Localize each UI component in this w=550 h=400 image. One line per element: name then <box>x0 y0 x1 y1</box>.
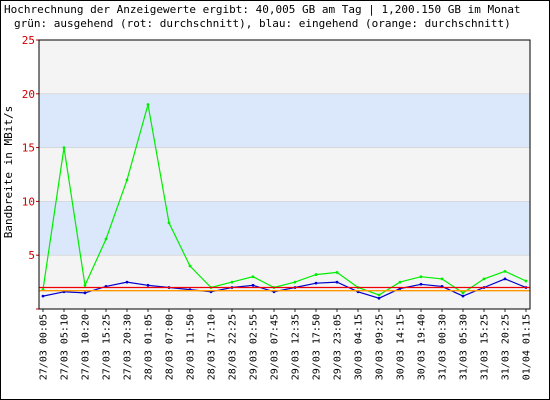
x-tick-label-7: 28/03 11:50 <box>186 314 197 380</box>
series-1-point-22 <box>503 277 507 281</box>
series-1-point-2 <box>83 291 87 295</box>
band-4 <box>39 40 530 94</box>
band-1 <box>39 201 530 256</box>
x-tick-label-12: 29/03 12:35 <box>291 314 302 380</box>
x-tick-label-2: 27/03 10:20 <box>81 314 92 380</box>
x-tick-label-18: 30/03 19:40 <box>417 314 428 380</box>
x-tick-label-23: 01/04 01:15 <box>522 314 533 380</box>
x-tick-label-8: 28/03 17:10 <box>207 314 218 380</box>
x-tick-label-10: 29/03 02:55 <box>249 314 260 380</box>
x-tick-label-13: 29/03 17:50 <box>312 314 323 380</box>
x-tick-label-21: 31/03 15:25 <box>480 314 491 380</box>
series-0-point-13 <box>314 273 318 276</box>
x-tick-label-4: 27/03 20:30 <box>123 314 134 380</box>
x-tick-label-11: 29/03 07:45 <box>270 314 281 380</box>
series-0-point-6 <box>167 221 171 225</box>
average-lines <box>39 286 530 292</box>
y-tick-labels: 5 10 15 20 25 <box>22 34 39 310</box>
series-0-point-4 <box>125 178 129 182</box>
background-bands <box>39 40 530 309</box>
x-tick-label-5: 28/03 01:05 <box>144 314 155 380</box>
series-0-point-1 <box>62 146 66 150</box>
chart-title-line-1: Hochrechnung der Anzeigewerte ergibt: 40… <box>4 3 521 16</box>
y-tick-label-2: 10 <box>22 195 35 208</box>
series-0-point-5 <box>146 103 150 106</box>
series-0-point-10 <box>251 275 255 279</box>
band-0 <box>39 255 530 309</box>
series-1-point-4 <box>125 280 129 284</box>
x-tick-label-15: 30/03 04:15 <box>354 314 365 380</box>
x-tick-label-9: 28/03 22:25 <box>228 314 239 380</box>
series-0-point-3 <box>104 237 108 241</box>
series-0-point-23 <box>524 279 528 283</box>
x-tick-label-6: 28/03 07:00 <box>165 314 176 380</box>
series-0-point-12 <box>293 280 297 284</box>
series-0-point-22 <box>503 269 507 273</box>
x-tick-label-16: 30/03 09:25 <box>375 314 386 380</box>
series-1-point-10 <box>251 283 255 287</box>
plot-frame <box>38 39 531 310</box>
series-1-point-20 <box>461 294 465 298</box>
x-tick-label-0: 27/03 00:05 <box>39 314 50 380</box>
x-tick-label-22: 31/03 20:25 <box>501 314 512 380</box>
y-tick-label-5: 25 <box>22 34 35 47</box>
series-0-point-14 <box>335 271 339 274</box>
y-axis-label: Bandbreite in MBit/s <box>2 106 15 238</box>
x-tick-label-3: 27/03 15:25 <box>102 314 113 380</box>
series-1-point-16 <box>377 296 381 300</box>
series-0-point-2 <box>83 283 87 287</box>
x-tick-label-14: 29/03 23:05 <box>333 314 344 380</box>
x-tick-labels: 27/03 00:05 27/03 05:10 27/03 10:20 27/03 1… <box>39 309 533 380</box>
series-0-point-16 <box>377 293 381 297</box>
y-tick-label-3: 15 <box>22 142 35 155</box>
series-0-point-19 <box>440 277 444 281</box>
series-0-point-21 <box>482 277 486 281</box>
series-0-point-17 <box>398 280 402 284</box>
x-tick-label-17: 30/03 14:15 <box>396 314 407 380</box>
series-1-point-18 <box>419 282 423 286</box>
series-1-point-14 <box>335 280 339 284</box>
chart-title-line-2: grün: ausgehend (rot: durchschnitt), bla… <box>14 17 511 30</box>
band-3 <box>39 93 530 148</box>
series-1-point-13 <box>314 281 318 285</box>
x-tick-label-20: 31/03 05:30 <box>459 314 470 380</box>
x-tick-label-19: 31/03 00:30 <box>438 314 449 380</box>
series-0-point-20 <box>461 291 465 295</box>
series-0-point-9 <box>230 280 234 284</box>
x-tick-label-1: 27/03 05:10 <box>60 314 71 380</box>
band-2 <box>39 147 530 202</box>
series-1-point-5 <box>146 283 150 287</box>
series-0-point-7 <box>188 264 192 268</box>
series-0-line <box>42 104 527 296</box>
series-1-point-0 <box>41 294 45 298</box>
y-tick-label-1: 5 <box>28 249 35 262</box>
y-tick-label-4: 20 <box>22 88 35 101</box>
series-0-point-18 <box>419 275 423 279</box>
